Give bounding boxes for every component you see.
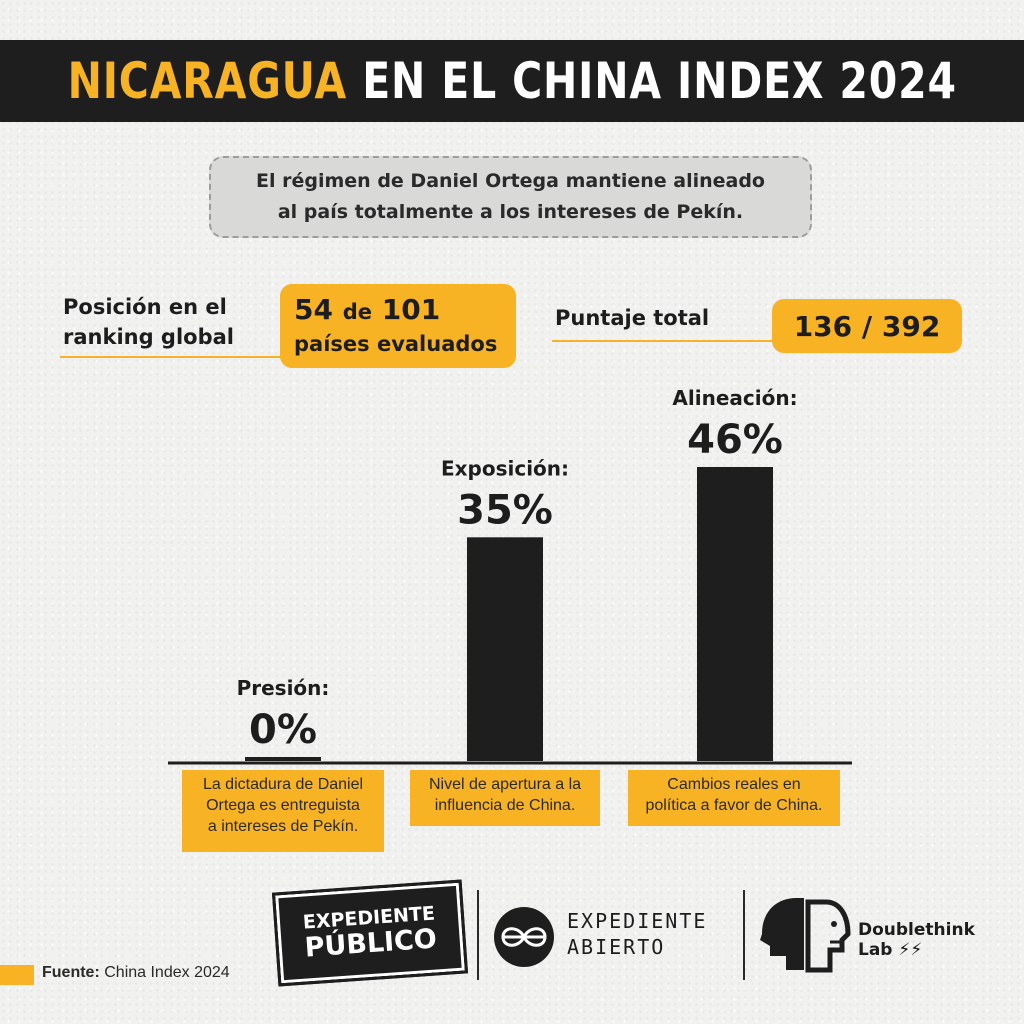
bar-category-label-1: Exposición:	[441, 456, 569, 480]
title-bar: NICARAGUA EN EL CHINA INDEX 2024	[0, 40, 1024, 122]
logos-strip: EXPEDIENTE PÚBLICO EXPEDIENTE ABIERTO Do…	[0, 870, 1024, 987]
bar-chart: 0% Presión: 35% Exposición: 46% Alineación:	[168, 386, 852, 765]
doublethink-line-2: Lab ⚡⚡	[858, 940, 975, 960]
bar-value-label-2: 46%	[687, 417, 783, 463]
bar-description-0-line-0: La dictadura de Daniel	[202, 776, 364, 793]
bar-value-label-0: 0%	[249, 707, 317, 753]
ranking-total: 101	[381, 293, 441, 326]
bar-value-label-1: 35%	[457, 487, 553, 533]
score-underline	[552, 340, 782, 342]
expediente-publico-logo: EXPEDIENTE PÚBLICO	[271, 879, 469, 987]
source-note: Fuente: China Index 2024	[42, 964, 230, 982]
expediente-abierto-line-2: ABIERTO	[567, 935, 666, 959]
score-badge: 136 / 392	[772, 299, 962, 353]
ranking-underline	[60, 356, 300, 358]
bar-description-2-line-0: Cambios reales en	[667, 776, 801, 793]
ranking-label-line-2: ranking global	[63, 325, 234, 349]
title-highlight: NICARAGUA	[67, 52, 347, 110]
bar-description-1: Nivel de apertura a la influencia de Chin…	[410, 770, 600, 826]
lightning-icon: ⚡⚡	[898, 940, 923, 960]
subtitle-line-2: al país totalmente a los intereses de Pe…	[277, 201, 744, 223]
source-label: Fuente:	[42, 964, 100, 981]
bar-description-1-line-0: Nivel de apertura a la	[428, 776, 582, 793]
bar-1	[467, 537, 543, 761]
bar-0	[245, 757, 321, 761]
bar-description-0: La dictadura de Daniel Ortega es entregui…	[182, 770, 384, 852]
subtitle-line-1: El régimen de Daniel Ortega mantiene ali…	[256, 170, 765, 192]
ranking-label-line-1: Posición en el	[63, 295, 227, 319]
ranking-label: Posición en el ranking global	[63, 292, 263, 352]
doublethink-lab-icon	[760, 898, 851, 973]
expediente-abierto-logo: EXPEDIENTE ABIERTO	[567, 908, 707, 960]
bar-description-0-line-2: a intereses de Pekín.	[207, 818, 359, 835]
ranking-connector: de	[342, 300, 372, 324]
doublethink-line-2-text: Lab	[858, 940, 893, 960]
bar-category-label-0: Presión:	[237, 676, 330, 700]
doublethink-lab-logo: Doublethink Lab ⚡⚡	[858, 920, 975, 960]
expediente-abierto-icon	[494, 907, 554, 967]
bar-description-0-line-1: Ortega es entreguista	[206, 797, 360, 814]
expediente-abierto-line-1: EXPEDIENTE	[567, 909, 708, 933]
chart-bars: 0% Presión: 35% Exposición: 46% Alineación:	[237, 386, 798, 761]
score-value: 136 / 392	[793, 309, 941, 343]
logo-separator	[477, 890, 479, 980]
source-value: China Index 2024	[104, 964, 230, 981]
ranking-unit: países evaluados	[294, 332, 498, 356]
ranking-position: 54	[294, 293, 333, 326]
doublethink-line-1: Doublethink	[858, 920, 975, 940]
ranking-badge: 54 de 101 países evaluados	[280, 284, 516, 368]
subtitle-box: El régimen de Daniel Ortega mantiene ali…	[209, 156, 812, 238]
expediente-publico-line-2: PÚBLICO	[303, 923, 438, 964]
source-marker	[0, 965, 34, 985]
title-rest: EN EL CHINA INDEX 2024	[361, 52, 957, 110]
bar-description-2-line-1: política a favor de China.	[645, 797, 823, 814]
bar-2	[697, 467, 773, 761]
score-label: Puntaje total	[555, 306, 710, 330]
page-title: NICARAGUA EN EL CHINA INDEX 2024	[67, 52, 956, 110]
bar-description-2: Cambios reales en política a favor de Chi…	[628, 770, 840, 826]
logo-separator	[743, 890, 745, 980]
bar-category-label-2: Alineación:	[672, 386, 797, 410]
bar-description-1-line-1: influencia de China.	[434, 797, 576, 814]
